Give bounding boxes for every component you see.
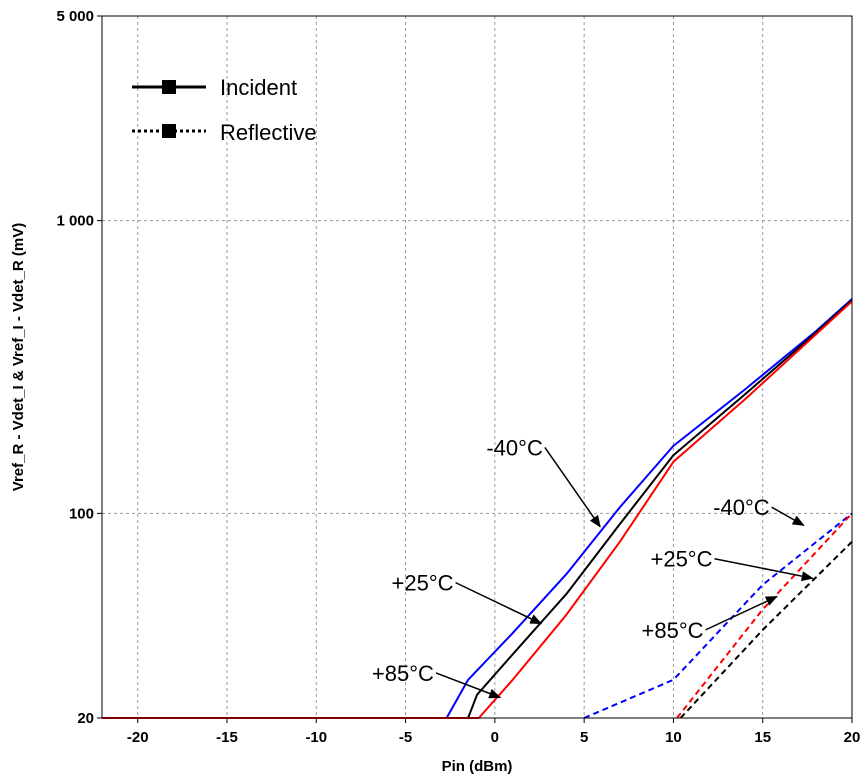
annotation-label: -40°C (486, 435, 543, 460)
reflective-series-+85 (679, 540, 853, 719)
annotation-arrow (544, 446, 601, 528)
x-axis-title: Pin (dBm) (442, 758, 513, 775)
annotation-arrow (435, 672, 502, 699)
incident-series-+25 (467, 299, 853, 719)
incident-series--40 (445, 298, 853, 719)
x-tick-label: 10 (665, 729, 682, 746)
y-tick-label: 5 000 (56, 8, 94, 25)
grid (102, 15, 852, 718)
annotation-label: +25°C (650, 547, 712, 572)
y-tick-label: 20 (77, 710, 94, 727)
plot-frame (101, 15, 853, 719)
legend-incident-marker (162, 80, 176, 94)
legend-reflective-label: Reflective (220, 120, 317, 145)
y-tick-label: 1 000 (56, 213, 94, 230)
reflective-series-+25 (676, 512, 853, 719)
x-tick-label: -15 (216, 729, 238, 746)
x-tick-label: 15 (754, 729, 771, 746)
x-tick-label: -10 (305, 729, 327, 746)
annotation-label: +25°C (392, 571, 454, 596)
x-tick-label: 20 (844, 729, 861, 746)
legend: Incident Reflective (132, 75, 317, 145)
legend-reflective-marker (162, 124, 176, 138)
annotation-arrow (705, 595, 778, 631)
y-axis-title: Vref_R - Vdet_I & Vref_I - Vdet_R (mV) (10, 223, 27, 491)
reflective-series--40 (583, 512, 853, 719)
annotation-label: -40°C (713, 495, 770, 520)
annotation-arrow (455, 581, 543, 625)
annotation-arrow (771, 506, 805, 527)
x-tick-label: -20 (127, 729, 149, 746)
x-tick-label: 0 (491, 729, 499, 746)
annotation-arrow (714, 557, 814, 582)
legend-incident-label: Incident (220, 75, 297, 100)
annotation-label: +85°C (372, 661, 434, 686)
y-tick-label: 100 (69, 505, 94, 522)
x-tick-label: -5 (399, 729, 412, 746)
annotations: -40°C +25°C +85°C -40°C +25°C +85°C (372, 435, 814, 699)
x-tick-label: 5 (580, 729, 588, 746)
tick-labels: -20 -15 -10 -5 0 5 10 15 20 20 100 1 000 5 000 (56, 8, 860, 746)
annotation-label: +85°C (642, 618, 704, 643)
